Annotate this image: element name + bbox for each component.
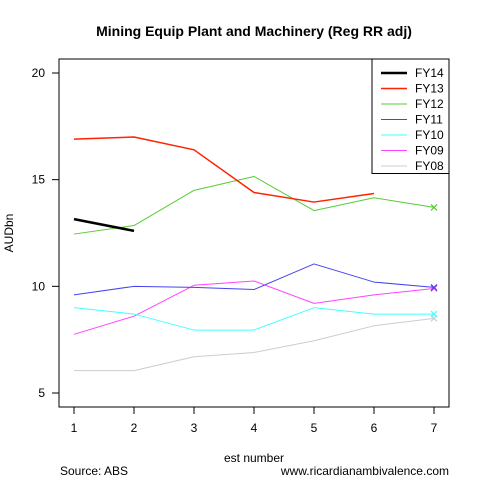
series-line-fy08 <box>74 317 435 372</box>
y-tick-label: 5 <box>38 386 45 400</box>
x-tick-label: 1 <box>71 421 78 435</box>
x-tick-label: 6 <box>371 421 378 435</box>
y-tick-label: 15 <box>32 173 46 187</box>
x-tick-label: 3 <box>191 421 198 435</box>
y-tick-label: 20 <box>32 66 46 80</box>
series-end-marker-fy09 <box>430 285 438 292</box>
series-line-fy13 <box>73 136 375 203</box>
x-tick-label: 2 <box>131 421 138 435</box>
series-line-fy12 <box>73 175 435 235</box>
legend-label-fy11: FY11 <box>415 113 443 127</box>
y-tick-label: 10 <box>32 279 46 293</box>
x-axis-label: est number <box>224 451 284 465</box>
series-line-fy09 <box>73 280 435 335</box>
series-line-fy14 <box>73 217 135 233</box>
y-axis-label: AUDbn <box>2 214 16 253</box>
source-note: Source: ABS <box>60 464 128 478</box>
series-line-fy10 <box>73 307 434 331</box>
legend-label-fy10: FY10 <box>415 128 444 142</box>
x-tick-label: 5 <box>311 421 318 435</box>
website-credit: www.ricardianambivalence.com <box>280 464 449 478</box>
series-end-marker-fy12 <box>430 203 438 211</box>
legend-label-fy09: FY09 <box>415 144 444 158</box>
legend-label-fy12: FY12 <box>415 97 444 111</box>
series-end-marker-fy11 <box>430 283 438 291</box>
x-tick-label: 4 <box>251 421 258 435</box>
legend-label-fy13: FY13 <box>415 82 444 96</box>
series-end-marker-fy10 <box>430 310 438 318</box>
axes: 1 2 3 4 5 6 7 5 10 15 20 <box>32 66 438 435</box>
x-tick-label: 7 <box>431 421 438 435</box>
series-line-fy11 <box>73 263 435 296</box>
chart-title: Mining Equip Plant and Machinery (Reg RR… <box>96 23 412 39</box>
series-layer <box>73 136 438 372</box>
legend-label-fy08: FY08 <box>415 159 444 173</box>
legend-box <box>371 58 450 174</box>
legend-label-fy14: FY14 <box>415 66 444 80</box>
